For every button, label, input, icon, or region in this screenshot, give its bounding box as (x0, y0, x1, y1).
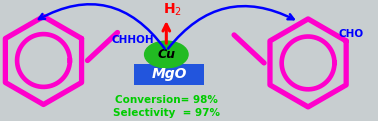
Text: Selectivity  = 97%: Selectivity = 97% (113, 108, 220, 117)
Bar (134, 64, 204, 85)
Text: MgO: MgO (152, 67, 187, 81)
Text: Conversion= 98%: Conversion= 98% (115, 95, 218, 105)
Text: Cu: Cu (157, 48, 175, 61)
Text: CHO: CHO (338, 29, 363, 39)
Ellipse shape (144, 41, 188, 68)
Text: CHHOH: CHHOH (112, 35, 154, 45)
Text: H$_2$: H$_2$ (163, 1, 181, 18)
